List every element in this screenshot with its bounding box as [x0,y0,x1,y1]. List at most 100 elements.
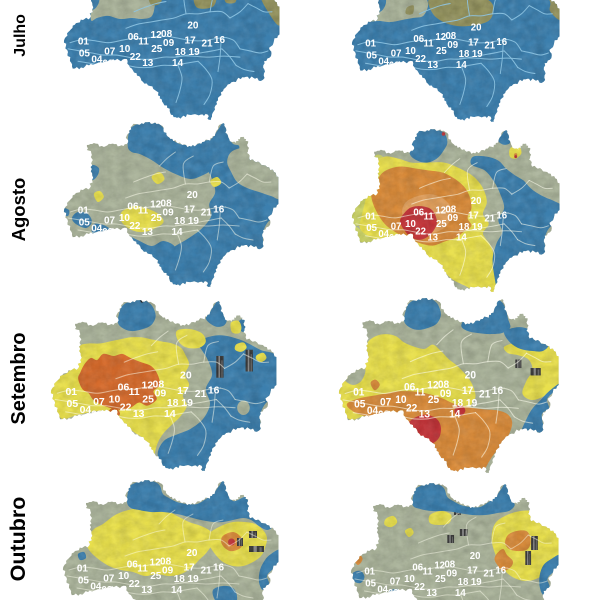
svg-text:10: 10 [119,44,130,55]
svg-text:19: 19 [472,222,483,233]
svg-text:14: 14 [456,232,467,243]
svg-text:17: 17 [177,386,189,397]
svg-text:12: 12 [435,32,446,43]
svg-text:21: 21 [484,213,495,224]
svg-text:21: 21 [200,566,212,577]
svg-text:07: 07 [391,221,402,232]
svg-text:06: 06 [127,559,139,570]
svg-text:17: 17 [468,211,479,222]
svg-text:04: 04 [90,581,102,592]
svg-text:20: 20 [180,371,192,382]
svg-text:18: 18 [175,47,186,58]
svg-text:16: 16 [496,210,507,221]
svg-text:17: 17 [468,37,479,48]
svg-text:25: 25 [151,213,163,224]
svg-text:13: 13 [427,60,438,71]
svg-text:06: 06 [118,383,130,394]
svg-text:09: 09 [163,207,175,218]
svg-text:08: 08 [438,380,450,391]
svg-text:22: 22 [415,54,426,65]
svg-text:01: 01 [77,564,89,575]
svg-text:07: 07 [391,48,402,59]
svg-text:16: 16 [496,37,507,48]
svg-text:18: 18 [167,398,179,409]
svg-text:06: 06 [128,32,139,43]
svg-text:19: 19 [181,398,193,409]
svg-text:21: 21 [479,389,491,400]
svg-text:13: 13 [141,585,153,596]
svg-text:09: 09 [440,389,452,400]
svg-text:06: 06 [127,201,139,212]
svg-text:01: 01 [364,567,375,578]
svg-text:07: 07 [104,215,116,226]
svg-text:14: 14 [449,410,461,421]
svg-text:04: 04 [378,229,389,240]
svg-text:18: 18 [459,222,470,233]
svg-text:08: 08 [160,557,172,568]
svg-text:04: 04 [91,54,102,65]
svg-text:16: 16 [495,565,506,576]
svg-text:13: 13 [426,588,437,599]
svg-text:05: 05 [365,578,376,589]
svg-text:11: 11 [422,567,433,578]
svg-text:21: 21 [483,568,494,579]
svg-text:19: 19 [188,216,200,227]
svg-text:11: 11 [138,36,149,47]
svg-text:06: 06 [413,207,424,218]
svg-text:21: 21 [201,208,213,219]
svg-text:22: 22 [130,52,141,63]
svg-text:22: 22 [129,221,141,232]
svg-text:04: 04 [378,56,389,67]
svg-text:01: 01 [365,211,376,222]
svg-text:22: 22 [120,403,132,414]
svg-text:20: 20 [471,196,482,207]
svg-text:Agosto: Agosto [8,178,29,242]
svg-text:01: 01 [365,38,376,49]
svg-text:05: 05 [79,217,91,228]
svg-text:16: 16 [213,204,225,215]
svg-text:09: 09 [447,213,458,224]
svg-text:12: 12 [151,30,162,41]
svg-text:07: 07 [380,398,392,409]
svg-text:25: 25 [435,574,446,585]
svg-text:11: 11 [138,206,149,217]
svg-text:07: 07 [93,397,105,408]
svg-text:21: 21 [201,38,212,49]
svg-text:19: 19 [466,398,478,409]
svg-text:17: 17 [184,563,196,574]
svg-text:18: 18 [458,577,469,588]
svg-text:11: 11 [423,38,434,49]
svg-text:13: 13 [419,410,431,421]
svg-text:18: 18 [459,49,470,60]
svg-text:14: 14 [455,588,466,599]
svg-text:09: 09 [446,568,457,579]
svg-text:04: 04 [367,406,379,417]
svg-text:Setembro: Setembro [8,332,30,424]
svg-text:05: 05 [366,223,377,234]
svg-text:18: 18 [174,574,186,585]
svg-text:20: 20 [187,190,199,201]
svg-text:13: 13 [142,58,153,69]
svg-text:08: 08 [444,559,455,570]
svg-text:19: 19 [189,47,200,58]
svg-text:01: 01 [353,387,365,398]
svg-text:01: 01 [78,206,90,217]
svg-text:08: 08 [445,31,456,42]
svg-text:12: 12 [150,199,162,210]
svg-text:17: 17 [184,205,196,216]
svg-text:18: 18 [174,216,186,227]
svg-text:04: 04 [377,584,388,595]
svg-text:21: 21 [484,40,495,51]
svg-text:04: 04 [91,223,103,234]
svg-text:05: 05 [79,48,90,59]
svg-text:Julho: Julho [12,14,29,57]
svg-text:12: 12 [434,560,445,571]
svg-text:11: 11 [137,564,148,575]
svg-text:08: 08 [153,380,165,391]
svg-text:12: 12 [142,381,154,392]
svg-text:13: 13 [133,409,145,420]
svg-text:12: 12 [427,380,439,391]
svg-text:25: 25 [151,44,162,55]
svg-text:07: 07 [103,574,115,585]
svg-text:21: 21 [195,389,207,400]
